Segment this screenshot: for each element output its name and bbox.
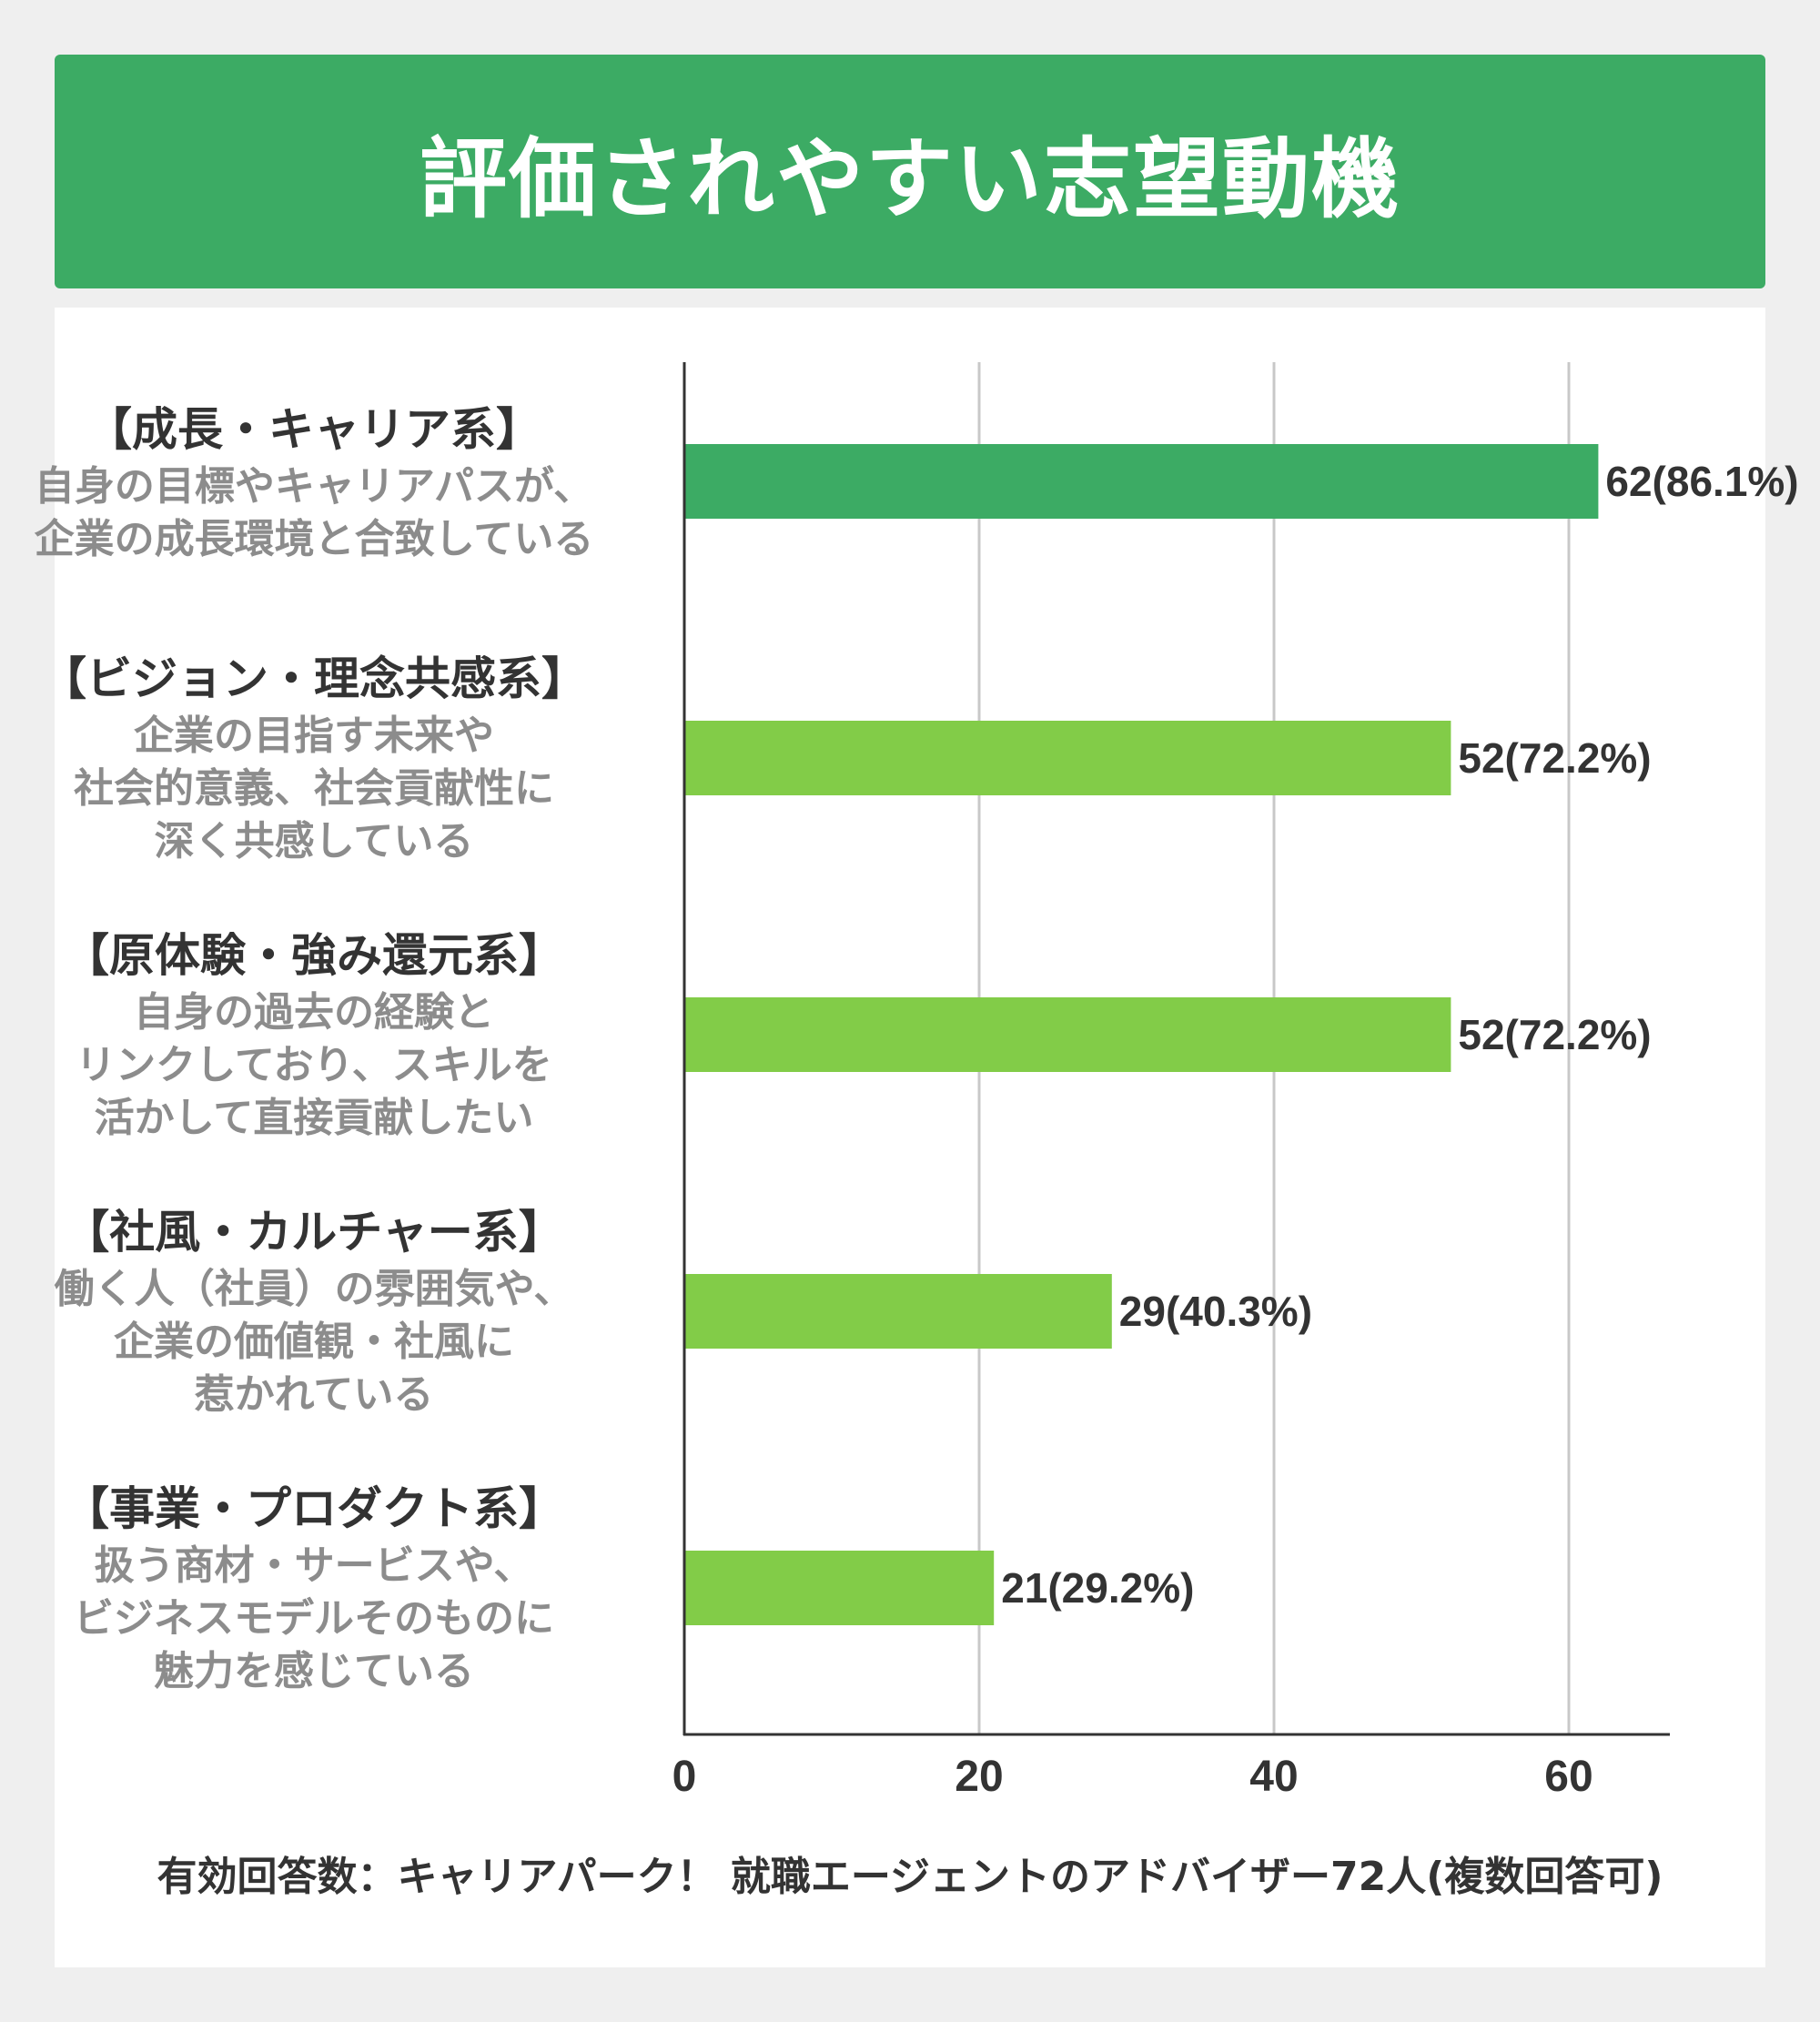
x-tick-label: 20 — [955, 1753, 1003, 1801]
category-description: 扱う商材・サービスや、 ビジネスモデルそのものに 魅力を感じている — [74, 1542, 554, 1694]
category-label-3: 【社風・カルチャー系】 働く人（社員）の雰囲気や、 企業の価値観・社風に 惹かれ… — [0, 1201, 628, 1421]
x-tick-label: 40 — [1249, 1753, 1298, 1801]
x-tick-label: 60 — [1544, 1753, 1592, 1801]
category-description: 自身の目標やキャリアパスが、 企業の成長環境と合致している — [34, 463, 594, 562]
category-title: 【原体験・強み還元系】 — [64, 929, 564, 982]
footnote: 有効回答数：キャリアパーク！ 就職エージェントのアドバイザー72人(複数回答可) — [157, 1854, 1663, 1900]
data-label: 62(86.1%) — [1605, 458, 1798, 505]
category-title: 【社風・カルチャー系】 — [64, 1206, 564, 1259]
category-description: 自身の過去の経験と リンクしており、スキルを 活かして直接貢献したい — [76, 989, 552, 1141]
x-tick-label: 0 — [672, 1753, 697, 1801]
category-label-0: 【成長・キャリア系】 自身の目標やキャリアパスが、 企業の成長環境と合致している — [0, 399, 628, 566]
bar — [684, 1274, 1112, 1349]
category-title: 【事業・プロダクト系】 — [64, 1482, 564, 1535]
category-title: 【ビジョン・理念共感系】 — [41, 652, 587, 705]
bar — [684, 1551, 995, 1625]
data-label: 21(29.2%) — [1001, 1564, 1194, 1612]
data-label: 29(40.3%) — [1119, 1288, 1312, 1335]
category-label-4: 【事業・プロダクト系】 扱う商材・サービスや、 ビジネスモデルそのものに 魅力を… — [0, 1478, 628, 1698]
category-label-2: 【原体験・強み還元系】 自身の過去の経験と リンクしており、スキルを 活かして直… — [0, 925, 628, 1145]
title-banner: 評価されやすい志望動機 — [55, 55, 1765, 288]
category-description: 企業の目指す未来や 社会的意義、社会貢献性に 深く共感している — [74, 713, 554, 864]
chart-panel — [55, 308, 1765, 1967]
data-label: 52(72.2%) — [1458, 1011, 1651, 1058]
category-title: 【成長・キャリア系】 — [86, 403, 541, 456]
bar — [684, 997, 1451, 1072]
bar — [684, 444, 1599, 519]
bar — [684, 721, 1451, 795]
chart-title: 評価されやすい志望動機 — [420, 128, 1400, 230]
category-label-1: 【ビジョン・理念共感系】 企業の目指す未来や 社会的意義、社会貢献性に 深く共感… — [0, 648, 628, 868]
category-description: 働く人（社員）の雰囲気や、 企業の価値観・社風に 惹かれている — [54, 1266, 574, 1418]
data-label: 52(72.2%) — [1458, 734, 1651, 782]
